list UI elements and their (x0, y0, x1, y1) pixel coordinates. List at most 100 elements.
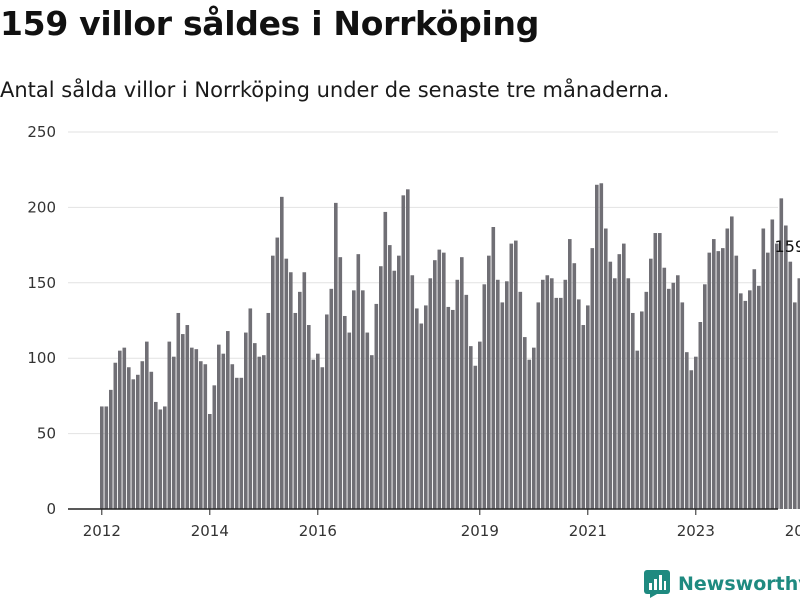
newsworthy-brand: Newsworthy (644, 569, 800, 599)
bar (307, 325, 311, 509)
y-tick-label: 50 (37, 425, 56, 443)
x-tick-label: 2019 (461, 522, 499, 540)
bar (770, 219, 775, 510)
bar (757, 285, 761, 509)
bar (523, 337, 527, 509)
bar (329, 288, 334, 509)
x-tick-label: 2016 (299, 522, 337, 540)
bar (518, 291, 523, 509)
bar (379, 266, 383, 509)
bar (293, 312, 298, 509)
newsworthy-logo-icon (644, 570, 670, 598)
bar (442, 252, 446, 509)
bar (311, 359, 316, 509)
bar (743, 300, 748, 509)
bar (104, 406, 109, 509)
bar (172, 356, 176, 509)
bar (514, 240, 518, 510)
bar (149, 371, 154, 509)
bar (208, 413, 212, 509)
bar (455, 279, 460, 509)
bar (613, 278, 617, 509)
bar (428, 278, 433, 509)
bar (136, 374, 140, 509)
bar (491, 227, 496, 509)
bar (100, 406, 104, 509)
highlight-value-label: 159 (775, 237, 800, 256)
bar (383, 211, 388, 509)
bar (244, 332, 248, 509)
bar (694, 356, 698, 509)
bar (185, 325, 190, 509)
bar (545, 275, 550, 509)
bar (352, 290, 356, 509)
x-tick-label: 2025 (785, 522, 800, 540)
bar (689, 370, 694, 509)
bar (266, 312, 271, 509)
bar (527, 359, 532, 509)
bar (437, 249, 442, 509)
chart-title: 159 villor såldes i Norrköping (0, 4, 540, 43)
x-tick-label: 2021 (569, 522, 607, 540)
bar (163, 406, 167, 509)
bar (374, 303, 379, 509)
bar (217, 344, 221, 509)
bar (154, 401, 158, 509)
bar (248, 308, 253, 509)
bar (730, 216, 734, 509)
bar (158, 409, 163, 509)
bars (100, 183, 800, 510)
bar (703, 284, 707, 509)
bar (784, 225, 788, 509)
bar (595, 184, 599, 509)
bar (482, 284, 487, 509)
bar (464, 294, 469, 509)
bar (698, 322, 703, 509)
bar (397, 255, 401, 509)
bar (419, 323, 424, 509)
bar (554, 297, 559, 509)
bar (671, 282, 676, 509)
bar (712, 239, 716, 509)
x-tick-label: 2014 (191, 522, 229, 540)
bar (190, 347, 194, 509)
bar (109, 389, 113, 509)
bar (284, 258, 289, 509)
bar (559, 297, 563, 509)
bar (406, 189, 410, 509)
bar (221, 353, 226, 509)
bar (707, 252, 712, 509)
bar (302, 272, 307, 509)
bar (752, 269, 757, 509)
bar (649, 258, 653, 509)
bar (370, 355, 374, 509)
bar (797, 278, 800, 509)
bar (622, 243, 626, 510)
bar (356, 254, 361, 509)
bar (658, 233, 662, 509)
bar (235, 377, 239, 509)
bar (140, 361, 145, 509)
bar (590, 248, 595, 509)
bar (325, 314, 329, 509)
bar (541, 279, 545, 509)
bar (262, 355, 266, 509)
bar (388, 245, 392, 509)
bar (608, 261, 613, 509)
bar (626, 278, 631, 509)
bar (446, 306, 451, 509)
bar (761, 228, 766, 509)
bar (788, 261, 793, 509)
bar (577, 299, 581, 509)
bar (793, 302, 797, 509)
chart-subtitle: Antal sålda villor i Norrköping under de… (0, 78, 670, 102)
bar (662, 267, 667, 509)
bar (212, 385, 217, 509)
bar (226, 331, 230, 509)
bar (334, 202, 338, 509)
bar (676, 275, 680, 509)
bar (122, 347, 127, 509)
bar (716, 251, 721, 509)
bar (460, 257, 464, 509)
bar (424, 305, 428, 509)
